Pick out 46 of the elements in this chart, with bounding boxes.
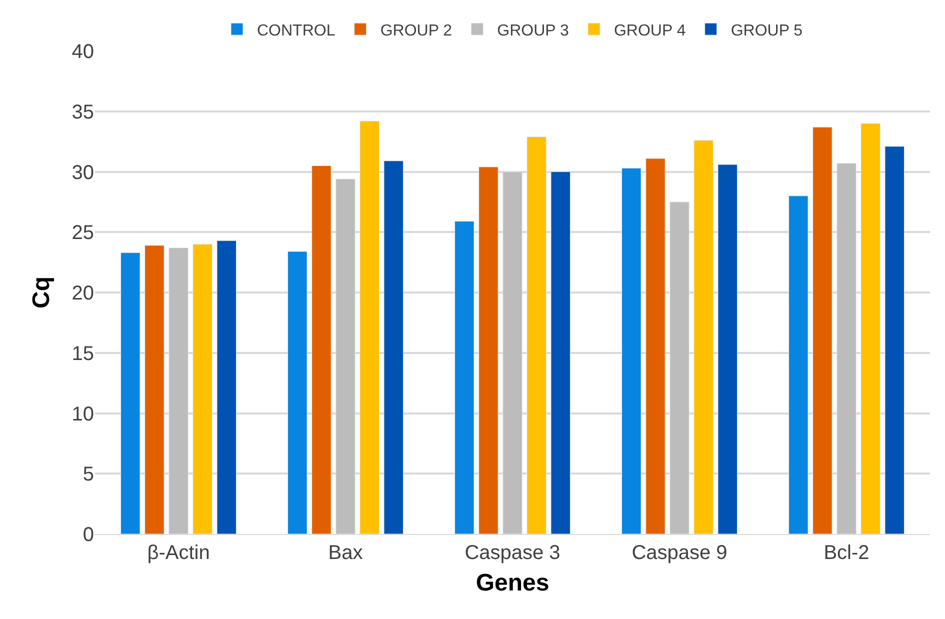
bar [336, 178, 356, 534]
x-tick-label: Bcl-2 [824, 542, 870, 564]
x-tick-label: β-Actin [147, 542, 210, 564]
bar [502, 172, 522, 534]
legend-label: GROUP 4 [614, 22, 686, 40]
bar [526, 136, 546, 534]
y-tick-label: 40 [72, 41, 94, 63]
y-tick-label: 30 [72, 162, 94, 184]
legend-label: GROUP 3 [497, 22, 569, 40]
bar [812, 126, 832, 534]
bar [168, 248, 188, 534]
bar [622, 168, 642, 534]
y-tick-label: 0 [82, 524, 94, 546]
bar [860, 123, 880, 534]
y-tick-label: 10 [72, 403, 94, 426]
bar [478, 166, 498, 534]
bar [646, 158, 666, 534]
bar [718, 164, 738, 534]
y-tick-label: 15 [72, 342, 94, 365]
bar [384, 160, 404, 534]
bar [144, 245, 164, 534]
bar [216, 240, 236, 534]
bar [454, 221, 474, 534]
bar [192, 244, 212, 534]
bar [694, 140, 714, 534]
bar [120, 252, 140, 534]
bar [360, 120, 380, 534]
y-axis-title: Cq [28, 276, 55, 308]
x-axis-title: Genes [476, 569, 550, 596]
x-tick-label: Caspase 3 [464, 542, 560, 564]
y-tick-label: 35 [72, 101, 94, 124]
bar [788, 196, 808, 534]
bar [836, 163, 856, 534]
bar [312, 165, 332, 534]
x-tick-label: Caspase 9 [632, 542, 728, 564]
y-tick-label: 20 [72, 282, 94, 304]
bar [670, 202, 690, 534]
bar [884, 146, 904, 534]
bar [550, 172, 570, 534]
y-tick-label: 25 [72, 222, 94, 244]
x-tick-label: Bax [328, 542, 363, 564]
legend-label: GROUP 2 [380, 22, 452, 40]
bar [288, 251, 308, 534]
y-tick-label: 5 [82, 464, 94, 486]
legend-label: CONTROL [257, 22, 336, 40]
legend-label: GROUP 5 [730, 22, 803, 40]
